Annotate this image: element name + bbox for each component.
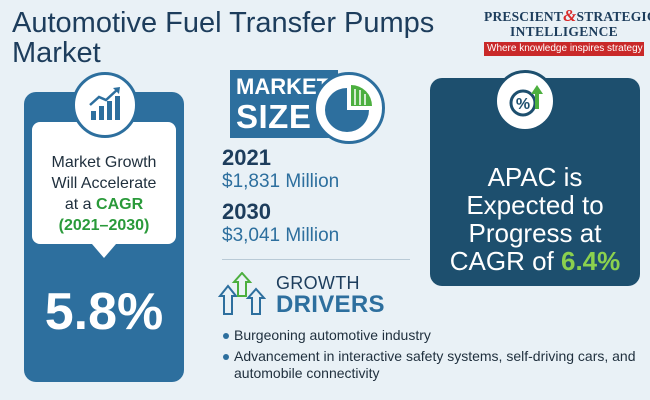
market-size-value-2021: $1,831 Million	[222, 171, 340, 192]
logo-tagline: Where knowledge inspires strategy	[484, 42, 644, 56]
logo-line-1: PRESCIENT&STRATEGIC	[484, 6, 650, 25]
growth-arrows-icon	[217, 271, 267, 318]
market-size-year-2021: 2021	[222, 145, 271, 170]
market-size-value-2030: $3,041 Million	[222, 225, 340, 246]
growth-drivers-label-2: DRIVERS	[276, 291, 385, 318]
company-logo: PRESCIENT&STRATEGIC INTELLIGENCE Where k…	[484, 6, 650, 60]
percent-up-icon: %	[494, 70, 556, 132]
svg-text:%: %	[516, 96, 530, 113]
cagr-card-pointer	[92, 244, 116, 258]
list-item: Advancement in interactive safety system…	[222, 348, 642, 382]
growth-chart-icon	[72, 72, 138, 138]
growth-drivers-label-1: GROWTH	[276, 273, 360, 293]
cagr-description: Market Growth Will Accelerate at a CAGR …	[51, 154, 157, 234]
growth-drivers-list: Burgeoning automotive industry Advanceme…	[222, 327, 642, 386]
list-item: Burgeoning automotive industry	[222, 327, 642, 344]
apac-description: APAC is Expected to Progress at CAGR of …	[449, 162, 621, 276]
cagr-value: 5.8%	[44, 283, 164, 341]
section-divider	[222, 259, 410, 260]
pie-chart-icon	[313, 72, 385, 144]
logo-line-2: INTELLIGENCE	[510, 24, 618, 39]
cagr-card	[32, 122, 176, 244]
market-size-year-2030: 2030	[222, 199, 271, 224]
page-title: Automotive Fuel Transfer Pumps Market	[12, 7, 435, 69]
